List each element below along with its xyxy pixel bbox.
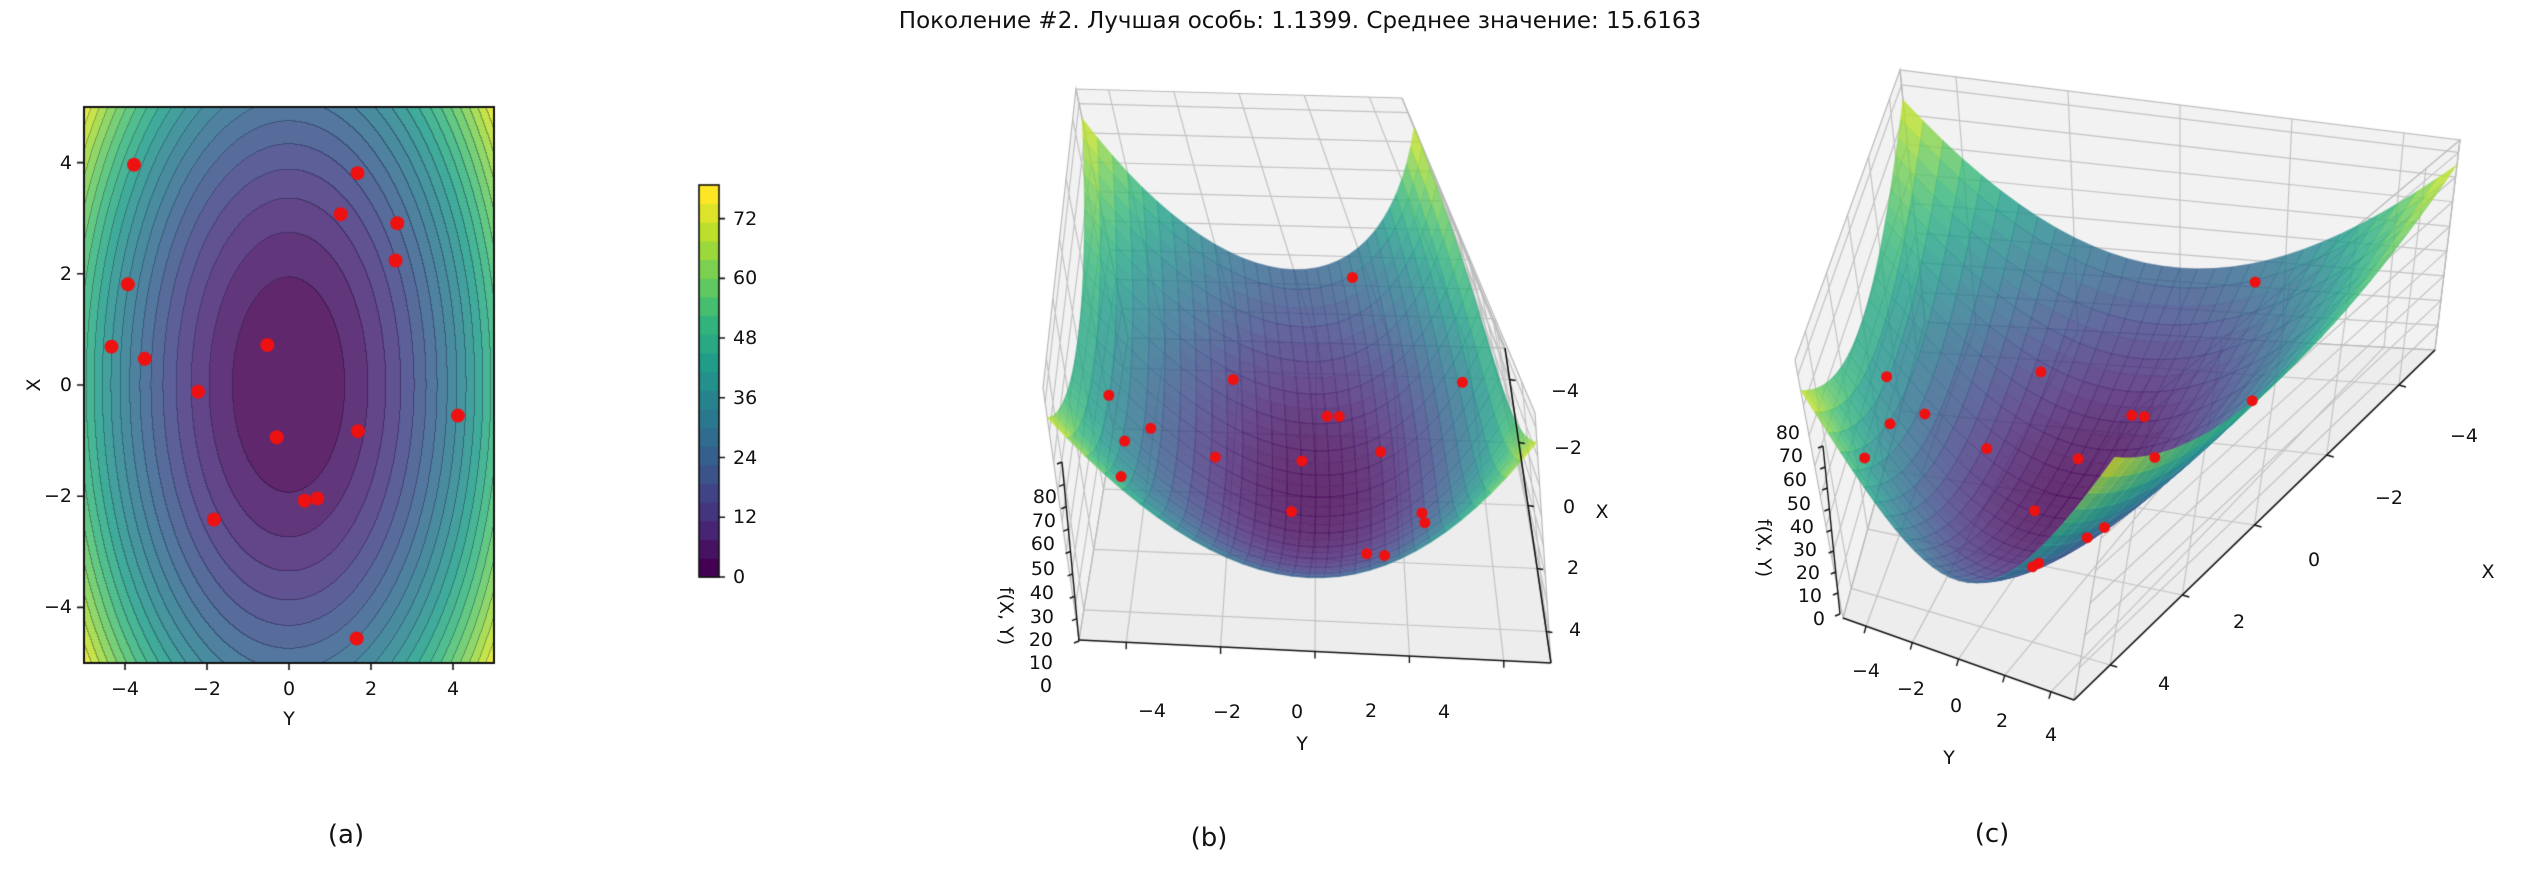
tick-label: 0 xyxy=(1812,608,1825,630)
a-yaxis-label: X xyxy=(23,378,45,392)
tick-label: 0 xyxy=(1562,496,1576,518)
tick-label: 24 xyxy=(733,446,758,469)
a-xaxis-label: Y xyxy=(283,708,295,730)
caption-b: (b) xyxy=(1190,823,1228,853)
tick-label: 4 xyxy=(59,151,72,174)
tick-label: 60 xyxy=(1782,469,1807,491)
tick-label: 80 xyxy=(1775,422,1800,444)
tick-label: −2 xyxy=(1212,701,1242,723)
b-x2axis-label: X xyxy=(1595,501,1609,523)
tick-label: −2 xyxy=(1896,678,1926,700)
tick-label: 30 xyxy=(1029,606,1054,628)
b-zaxis-label: f(X, Y) xyxy=(995,586,1017,646)
tick-label: 20 xyxy=(1028,629,1053,651)
tick-label: 10 xyxy=(1797,585,1822,607)
tick-label: 30 xyxy=(1792,539,1817,561)
tick-label: 2 xyxy=(1364,700,1378,722)
tick-label: 0 xyxy=(1290,701,1304,723)
tick-label: −2 xyxy=(1553,437,1583,459)
tick-label: 10 xyxy=(1028,652,1053,674)
tick-label: 20 xyxy=(1795,562,1820,584)
tick-label: 70 xyxy=(1778,445,1803,467)
tick-label: −4 xyxy=(1137,700,1167,722)
tick-label: 0 xyxy=(1949,695,1963,717)
tick-label: 0 xyxy=(282,678,296,700)
caption-a: (a) xyxy=(327,820,365,850)
tick-label: 2 xyxy=(2232,611,2246,633)
tick-label: 48 xyxy=(733,327,758,350)
surface-plot-b-canvas xyxy=(980,30,1680,730)
tick-label: 50 xyxy=(1030,558,1055,580)
tick-label: 0 xyxy=(1039,675,1052,697)
tick-label: 0 xyxy=(2307,549,2321,571)
tick-label: 72 xyxy=(733,207,758,230)
tick-label: −2 xyxy=(192,678,222,700)
tick-label: 2 xyxy=(1995,710,2009,732)
caption-c: (c) xyxy=(1974,819,2010,849)
tick-label: 4 xyxy=(1568,619,1582,641)
tick-label: 70 xyxy=(1031,510,1056,532)
tick-label: −4 xyxy=(2449,425,2479,447)
c-x2axis-label: X xyxy=(2481,561,2495,583)
c-zaxis-label: f(X, Y) xyxy=(1753,518,1775,578)
tick-label: 60 xyxy=(733,267,758,290)
tick-label: −4 xyxy=(1851,660,1881,682)
tick-label: 2 xyxy=(1566,557,1580,579)
tick-label: 4 xyxy=(2157,673,2171,695)
b-xaxis-label: Y xyxy=(1296,733,1308,755)
figure-title: Поколение #2. Лучшая особь: 1.1399. Сред… xyxy=(898,8,1702,34)
surface-plot-c-canvas xyxy=(1760,10,2544,720)
tick-label: 0 xyxy=(59,374,72,396)
tick-label: −2 xyxy=(43,485,72,508)
tick-label: 12 xyxy=(733,506,758,529)
tick-label: −4 xyxy=(43,596,72,619)
tick-label: 4 xyxy=(1437,701,1451,723)
tick-label: 60 xyxy=(1030,533,1055,555)
tick-label: 80 xyxy=(1032,486,1057,508)
tick-label: 50 xyxy=(1786,493,1811,515)
tick-label: 36 xyxy=(733,386,758,409)
tick-label: 2 xyxy=(364,678,378,700)
tick-label: −4 xyxy=(1550,380,1580,402)
tick-label: 2 xyxy=(59,262,72,285)
tick-label: 40 xyxy=(1029,582,1054,604)
tick-label: 4 xyxy=(2044,724,2058,746)
tick-label: 4 xyxy=(446,678,460,700)
tick-label: 0 xyxy=(733,566,746,588)
tick-label: −4 xyxy=(110,678,140,700)
tick-label: −2 xyxy=(2374,487,2404,509)
contour-plot-canvas xyxy=(40,95,760,695)
c-xaxis-label: Y xyxy=(1943,747,1955,769)
tick-label: 40 xyxy=(1789,516,1814,538)
